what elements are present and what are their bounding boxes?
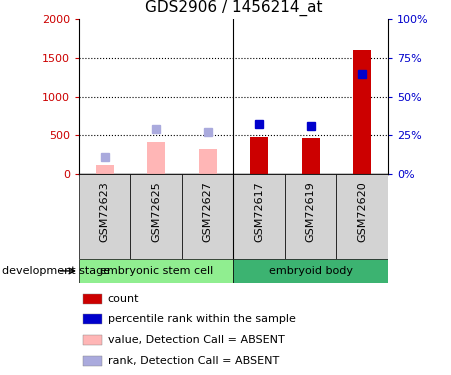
Bar xyxy=(83,335,102,345)
Bar xyxy=(130,174,182,259)
Bar xyxy=(250,137,268,174)
Text: GSM72627: GSM72627 xyxy=(202,181,213,242)
Text: value, Detection Call = ABSENT: value, Detection Call = ABSENT xyxy=(108,335,285,345)
Bar xyxy=(83,356,102,366)
Text: GSM72623: GSM72623 xyxy=(100,181,110,242)
Bar xyxy=(234,174,285,259)
Title: GDS2906 / 1456214_at: GDS2906 / 1456214_at xyxy=(145,0,322,16)
Bar xyxy=(79,174,130,259)
Bar xyxy=(147,142,165,174)
Bar xyxy=(353,50,371,174)
Text: development stage: development stage xyxy=(2,266,110,276)
Bar xyxy=(302,138,320,174)
Bar xyxy=(285,174,336,259)
Text: count: count xyxy=(108,294,139,304)
Bar xyxy=(198,149,216,174)
Text: embryoid body: embryoid body xyxy=(269,266,353,276)
Bar xyxy=(79,259,234,283)
Bar xyxy=(83,315,102,324)
Bar xyxy=(234,259,388,283)
Text: embryonic stem cell: embryonic stem cell xyxy=(100,266,213,276)
Text: GSM72617: GSM72617 xyxy=(254,181,264,242)
Bar xyxy=(83,294,102,304)
Text: GSM72619: GSM72619 xyxy=(306,181,316,242)
Bar xyxy=(96,165,114,174)
Bar xyxy=(182,174,234,259)
Text: GSM72620: GSM72620 xyxy=(357,181,367,242)
Text: percentile rank within the sample: percentile rank within the sample xyxy=(108,314,296,324)
Text: rank, Detection Call = ABSENT: rank, Detection Call = ABSENT xyxy=(108,356,279,366)
Bar xyxy=(336,174,388,259)
Text: GSM72625: GSM72625 xyxy=(151,181,161,242)
